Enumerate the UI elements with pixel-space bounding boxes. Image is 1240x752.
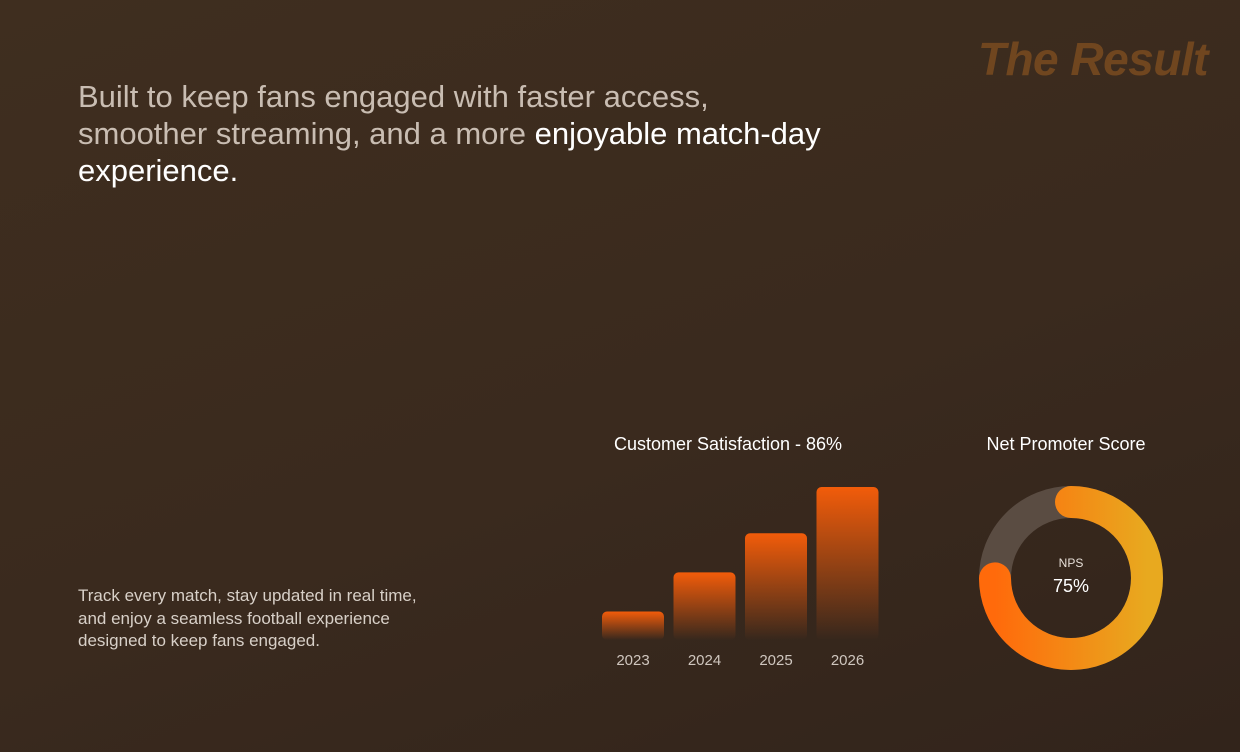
chart-title: Net Promoter Score bbox=[986, 434, 1145, 454]
donut-center-label: NPS bbox=[1059, 556, 1084, 570]
x-tick-label: 2023 bbox=[616, 652, 649, 669]
description: Track every match, stay updated in real … bbox=[78, 586, 417, 650]
bar bbox=[745, 533, 807, 640]
bar bbox=[602, 611, 664, 640]
x-tick-label: 2024 bbox=[688, 652, 721, 669]
bar bbox=[673, 572, 736, 640]
headline-emphasis: enjoyable match-day experience. bbox=[78, 116, 821, 188]
donut-segment bbox=[979, 486, 1163, 670]
donut-value-label: 75% bbox=[1053, 576, 1089, 596]
x-tick-label: 2025 bbox=[759, 652, 792, 669]
headline: Built to keep fans engaged with faster a… bbox=[78, 78, 838, 189]
headline-text: Built to keep fans engaged with faster a… bbox=[78, 79, 709, 151]
bar bbox=[816, 487, 879, 640]
x-tick-label: 2026 bbox=[831, 652, 864, 669]
section-tag: The Result bbox=[977, 33, 1209, 85]
chart-title: Customer Satisfaction - 86% bbox=[614, 434, 842, 454]
